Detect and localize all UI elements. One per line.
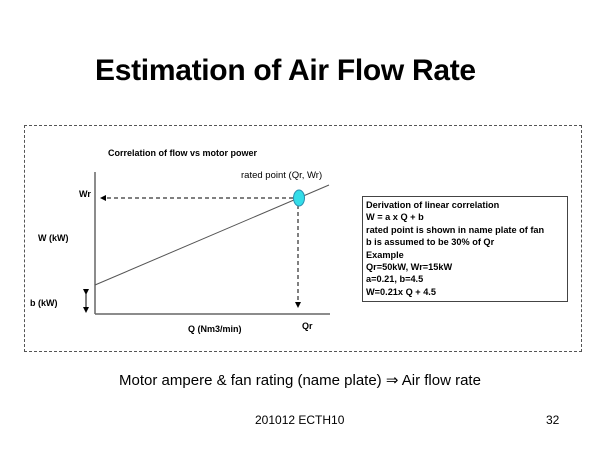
derivation-box: Derivation of linear correlation W = a x…: [362, 196, 568, 302]
rated-point-label: rated point (Qr, Wr): [241, 170, 322, 181]
derivation-line: Derivation of linear correlation: [366, 200, 500, 210]
slide-caption: Motor ampere & fan rating (name plate) ⇒…: [119, 372, 481, 389]
rated-point-marker: [293, 189, 305, 207]
derivation-line: b is assumed to be 30% of Qr: [366, 237, 495, 248]
correlation-line: [94, 184, 330, 286]
derivation-line: Qr=50kW, Wr=15kW: [366, 262, 453, 273]
derivation-line: a=0.21, b=4.5: [366, 274, 424, 285]
derivation-line: W=0.21x Q + 4.5: [366, 286, 436, 297]
derivation-line: rated point is shown in name plate of fa…: [366, 224, 545, 235]
b-label: b (kW): [30, 298, 58, 308]
derivation-line: W = a x Q + b: [366, 212, 424, 223]
footer-code: 201012 ECTH10: [255, 413, 345, 427]
wr-label: Wr: [79, 189, 91, 199]
x-axis-label: Q (Nm3/min): [188, 324, 242, 334]
y-axis-label: W (kW): [38, 233, 69, 243]
diagram-title: Correlation of flow vs motor power: [108, 148, 258, 158]
qr-label: Qr: [302, 321, 313, 331]
derivation-line: Example: [366, 249, 404, 260]
page-number: 32: [546, 413, 560, 427]
diagram-frame: [24, 125, 582, 352]
slide-title: Estimation of Air Flow Rate: [95, 54, 476, 87]
